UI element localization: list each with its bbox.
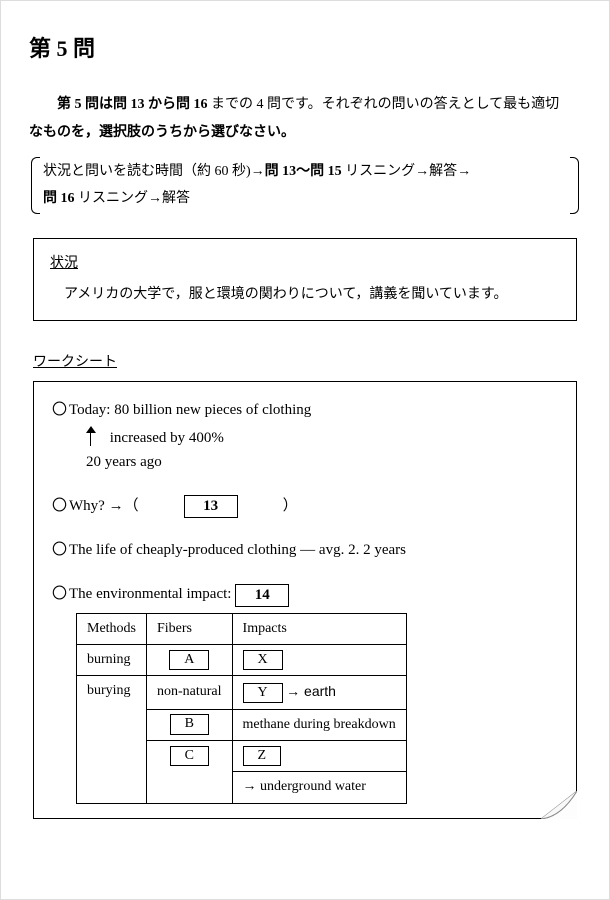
- cell-impact: X: [232, 644, 406, 675]
- bullet-icon: 〇: [52, 494, 67, 518]
- letter-box-a: A: [169, 650, 209, 670]
- table-row: Methods Fibers Impacts: [77, 613, 407, 644]
- table-row: burying non-natural Y → earth: [77, 676, 407, 709]
- arrow-right-icon: → earth: [286, 683, 336, 699]
- situation-label: 状況: [50, 251, 78, 278]
- bullet-icon: 〇: [52, 538, 67, 562]
- situation-text: アメリカの大学で，服と環境の関わりについて，講義を聞いています。: [50, 287, 508, 302]
- ws-item-impact: 〇The environmental impact: 14 Methods Fi…: [52, 582, 558, 803]
- seq-pre: 状況と問いを読む時間（約 60 秒)→: [43, 164, 265, 179]
- table-row: burning A X: [77, 644, 407, 675]
- arrow-up-icon: [82, 424, 100, 446]
- th-impacts: Impacts: [232, 613, 406, 644]
- cell-fiber: B: [147, 709, 233, 740]
- inst-line2: なものを，選択肢のうちから選びなさい。: [29, 125, 295, 140]
- situation-box: 状況 アメリカの大学で，服と環境の関わりについて，講義を聞いています。: [33, 238, 577, 321]
- cell-impact: Z: [232, 741, 406, 772]
- ws-item-today: 〇Today: 80 billion new pieces of clothin…: [52, 398, 558, 474]
- letter-box-y: Y: [243, 683, 283, 703]
- letter-box-c: C: [170, 746, 209, 766]
- ws-item-why: 〇Why? →（ 13 ）: [52, 494, 558, 518]
- ws-item-life: 〇The life of cheaply-produced clothing ―…: [52, 538, 558, 562]
- th-methods: Methods: [77, 613, 147, 644]
- answer-box-14: 14: [235, 584, 289, 607]
- seq-mid: リスニング→解答→: [342, 164, 472, 179]
- sequence-bracket: 状況と問いを読む時間（約 60 秒)→問 13～問 15 リスニング→解答→ 問…: [29, 155, 581, 216]
- arrow-up-block: increased by 400%: [82, 424, 558, 450]
- th-fibers: Fibers: [147, 613, 233, 644]
- inst-rest-1: までの 4 問です。それぞれの問いの答えとして最も適切: [208, 97, 560, 112]
- cell-fiber: non-natural: [147, 676, 233, 709]
- answer-box-13: 13: [184, 495, 238, 518]
- cell-method: burning: [77, 644, 147, 675]
- years-ago-text: 20 years ago: [86, 450, 558, 474]
- impact-table: Methods Fibers Impacts burning A X buryi…: [76, 613, 407, 804]
- worksheet-box: 〇Today: 80 billion new pieces of clothin…: [33, 381, 577, 818]
- cell-fiber: C: [147, 741, 233, 804]
- seq-bold-1: 問 13～問 15: [265, 164, 342, 179]
- bullet-icon: 〇: [52, 582, 67, 606]
- worksheet-label: ワークシート: [33, 351, 581, 371]
- inst-bold-1: 第 5 問は問 13 から問 16: [57, 97, 208, 112]
- seq-rest-2: リスニング→解答: [75, 191, 191, 206]
- cell-fiber: A: [147, 644, 233, 675]
- cell-method: burying: [77, 676, 147, 804]
- increased-text: increased by 400%: [110, 426, 224, 450]
- letter-box-b: B: [170, 714, 209, 734]
- instructions: 第 5 問は問 13 から問 16 までの 4 問です。それぞれの問いの答えとし…: [29, 91, 581, 147]
- cell-impact: → underground water: [232, 772, 406, 803]
- today-text: Today: 80 billion new pieces of clothing: [69, 402, 311, 418]
- cell-impact: Y → earth: [232, 676, 406, 709]
- impact-pre: The environmental impact:: [69, 586, 231, 602]
- why-post: ）: [238, 498, 298, 514]
- bullet-icon: 〇: [52, 398, 67, 422]
- exam-page: 第 5 問 第 5 問は問 13 から問 16 までの 4 問です。それぞれの問…: [0, 0, 610, 900]
- seq-bold-2: 問 16: [43, 191, 75, 206]
- question-title: 第 5 問: [29, 31, 581, 63]
- why-pre: Why? →（: [69, 498, 139, 514]
- letter-box-x: X: [243, 650, 283, 670]
- indent: [29, 97, 57, 112]
- cell-impact: methane during breakdown: [232, 709, 406, 740]
- letter-box-z: Z: [243, 746, 282, 766]
- life-text: The life of cheaply-produced clothing ― …: [69, 542, 406, 558]
